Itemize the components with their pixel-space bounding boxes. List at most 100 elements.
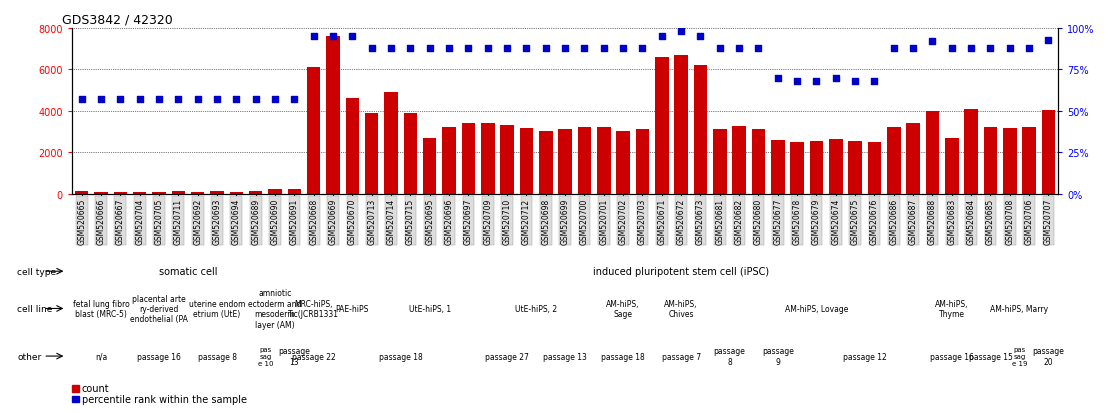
Bar — [211, 191, 224, 194]
Point — [286, 97, 304, 103]
Text: UtE-hiPS, 1: UtE-hiPS, 1 — [409, 304, 451, 313]
Bar — [906, 124, 920, 194]
Bar — [481, 124, 494, 194]
Bar — [384, 93, 398, 194]
Point — [227, 97, 245, 103]
Point — [479, 45, 496, 52]
Point — [343, 34, 361, 40]
Point — [691, 34, 709, 40]
Point — [575, 45, 593, 52]
Point — [537, 45, 555, 52]
Point — [962, 45, 979, 52]
Text: passage 12: passage 12 — [843, 352, 886, 361]
Bar — [790, 142, 804, 194]
Bar — [964, 109, 978, 194]
Bar — [191, 192, 205, 194]
Point — [1039, 37, 1057, 44]
Bar — [597, 128, 611, 194]
Point — [131, 97, 148, 103]
Point — [634, 45, 652, 52]
Bar — [346, 99, 359, 194]
Bar — [655, 58, 668, 194]
Bar — [538, 132, 553, 194]
Point — [943, 45, 961, 52]
Point — [730, 45, 748, 52]
Point — [362, 45, 380, 52]
Bar — [72, 385, 79, 392]
Point — [460, 45, 478, 52]
Point — [401, 45, 419, 52]
Point — [188, 97, 206, 103]
Text: somatic cell: somatic cell — [158, 266, 217, 277]
Bar — [771, 140, 784, 194]
Text: cell type: cell type — [18, 267, 57, 276]
Text: amniotic
ectoderm and
mesoderm
layer (AM): amniotic ectoderm and mesoderm layer (AM… — [248, 289, 301, 329]
Text: AM-hiPS, Lovage: AM-hiPS, Lovage — [784, 304, 848, 313]
Bar — [694, 66, 707, 194]
Text: count: count — [82, 383, 110, 393]
Point — [151, 97, 168, 103]
Text: induced pluripotent stem cell (iPSC): induced pluripotent stem cell (iPSC) — [593, 266, 769, 277]
Point — [92, 97, 110, 103]
Bar — [423, 138, 437, 194]
Bar — [732, 127, 746, 194]
Point — [170, 97, 187, 103]
Point — [440, 45, 458, 52]
Bar — [462, 124, 475, 194]
Point — [517, 45, 535, 52]
Text: fetal lung fibro
blast (MRC-5): fetal lung fibro blast (MRC-5) — [73, 299, 130, 318]
Text: cell line: cell line — [18, 304, 53, 313]
Point — [982, 45, 999, 52]
Text: passage 27: passage 27 — [485, 352, 529, 361]
Bar — [945, 138, 958, 194]
Bar — [520, 129, 533, 194]
Point — [614, 45, 632, 52]
Text: passage
13: passage 13 — [278, 347, 310, 366]
Text: passage
8: passage 8 — [714, 347, 746, 366]
Text: passage
9: passage 9 — [762, 347, 793, 366]
Point — [595, 45, 613, 52]
Bar — [577, 128, 592, 194]
Point — [305, 34, 322, 40]
Text: passage 13: passage 13 — [543, 352, 587, 361]
Text: PAE-hiPS: PAE-hiPS — [336, 304, 369, 313]
Point — [266, 97, 284, 103]
Text: AM-hiPS,
Chives: AM-hiPS, Chives — [665, 299, 698, 318]
Point — [653, 34, 670, 40]
Bar — [868, 142, 881, 194]
Bar — [307, 68, 320, 194]
Bar — [636, 130, 649, 194]
Point — [750, 45, 768, 52]
Text: GDS3842 / 42320: GDS3842 / 42320 — [62, 13, 173, 26]
Bar — [442, 128, 455, 194]
Point — [865, 78, 883, 85]
Text: passage 22: passage 22 — [291, 352, 336, 361]
Text: other: other — [18, 352, 42, 361]
Bar — [1042, 110, 1055, 194]
Text: AM-hiPS,
Thyme: AM-hiPS, Thyme — [935, 299, 968, 318]
Bar — [829, 140, 842, 194]
Bar — [849, 141, 862, 194]
Bar — [984, 128, 997, 194]
Bar — [249, 192, 263, 194]
Bar — [172, 192, 185, 194]
Text: pas
sag
e 19: pas sag e 19 — [1012, 346, 1027, 366]
Bar — [365, 114, 379, 194]
Point — [112, 97, 130, 103]
Point — [499, 45, 516, 52]
Point — [382, 45, 400, 52]
Point — [673, 29, 690, 36]
Text: MRC-hiPS,
Tic(JCRB1331: MRC-hiPS, Tic(JCRB1331 — [288, 299, 339, 318]
Bar — [675, 56, 688, 194]
Bar — [94, 192, 107, 194]
Text: passage 16: passage 16 — [930, 352, 974, 361]
Point — [247, 97, 265, 103]
Bar — [616, 132, 629, 194]
Point — [208, 97, 226, 103]
Text: AM-hiPS, Marry: AM-hiPS, Marry — [991, 304, 1048, 313]
Point — [885, 45, 903, 52]
Bar — [114, 192, 127, 194]
Bar — [152, 192, 166, 194]
Text: uterine endom
etrium (UtE): uterine endom etrium (UtE) — [188, 299, 245, 318]
Text: passage 15: passage 15 — [968, 352, 1013, 361]
